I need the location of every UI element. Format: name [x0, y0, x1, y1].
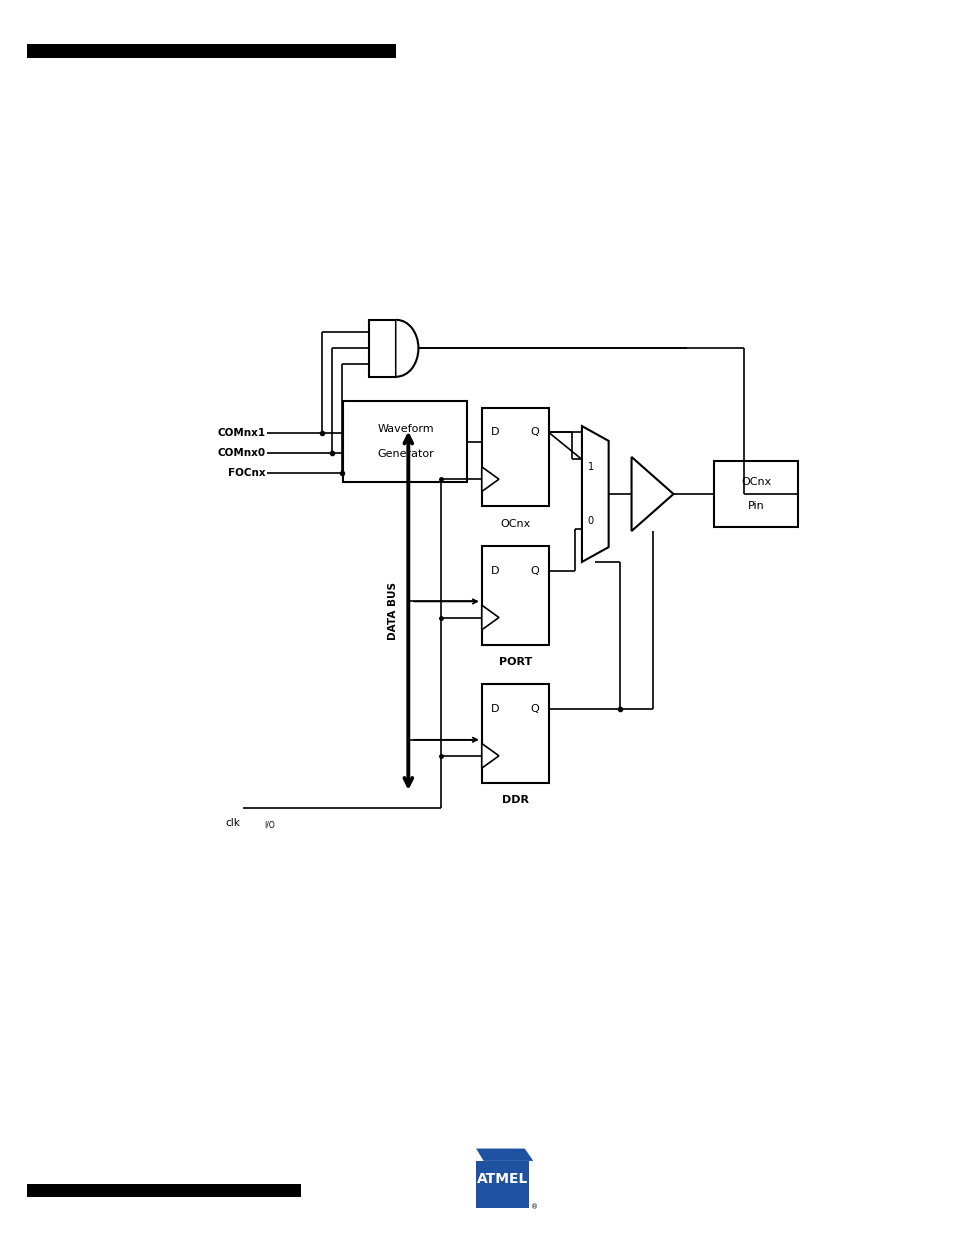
Bar	[713, 461, 798, 527]
Bar	[481, 408, 548, 506]
Polygon shape	[481, 467, 498, 492]
Bar	[27, 1184, 300, 1197]
Bar	[481, 546, 548, 645]
Wedge shape	[396, 320, 418, 377]
Bar	[369, 320, 396, 377]
Text: OCnx: OCnx	[740, 477, 770, 487]
Text: Pin: Pin	[747, 501, 763, 511]
Text: OCnx: OCnx	[499, 519, 530, 529]
Polygon shape	[581, 426, 608, 562]
Text: Q: Q	[530, 566, 538, 576]
Text: Q: Q	[530, 427, 538, 437]
Polygon shape	[631, 457, 673, 531]
Text: PORT: PORT	[498, 657, 531, 667]
Text: FOCnx: FOCnx	[228, 468, 265, 478]
Text: COMnx1: COMnx1	[217, 429, 265, 438]
Text: 0: 0	[587, 516, 593, 526]
Text: clk: clk	[225, 818, 240, 827]
Text: ®: ®	[531, 1204, 537, 1210]
Text: D: D	[491, 704, 499, 714]
Bar	[476, 1161, 529, 1208]
Polygon shape	[476, 1149, 533, 1161]
Text: I/O: I/O	[264, 820, 274, 829]
Text: 1: 1	[587, 462, 593, 472]
Bar	[481, 684, 548, 783]
Text: D: D	[491, 566, 499, 576]
Text: DATA BUS: DATA BUS	[388, 582, 397, 640]
Text: DDR: DDR	[501, 795, 528, 805]
Polygon shape	[481, 605, 498, 630]
Text: Generator: Generator	[376, 448, 434, 459]
Polygon shape	[481, 743, 498, 768]
Text: D: D	[491, 427, 499, 437]
Bar	[27, 44, 395, 58]
Text: COMnx0: COMnx0	[217, 448, 265, 458]
Bar	[343, 401, 467, 482]
Text: Q: Q	[530, 704, 538, 714]
Text: ATMEL: ATMEL	[476, 1172, 528, 1187]
Text: Waveform: Waveform	[376, 424, 434, 435]
